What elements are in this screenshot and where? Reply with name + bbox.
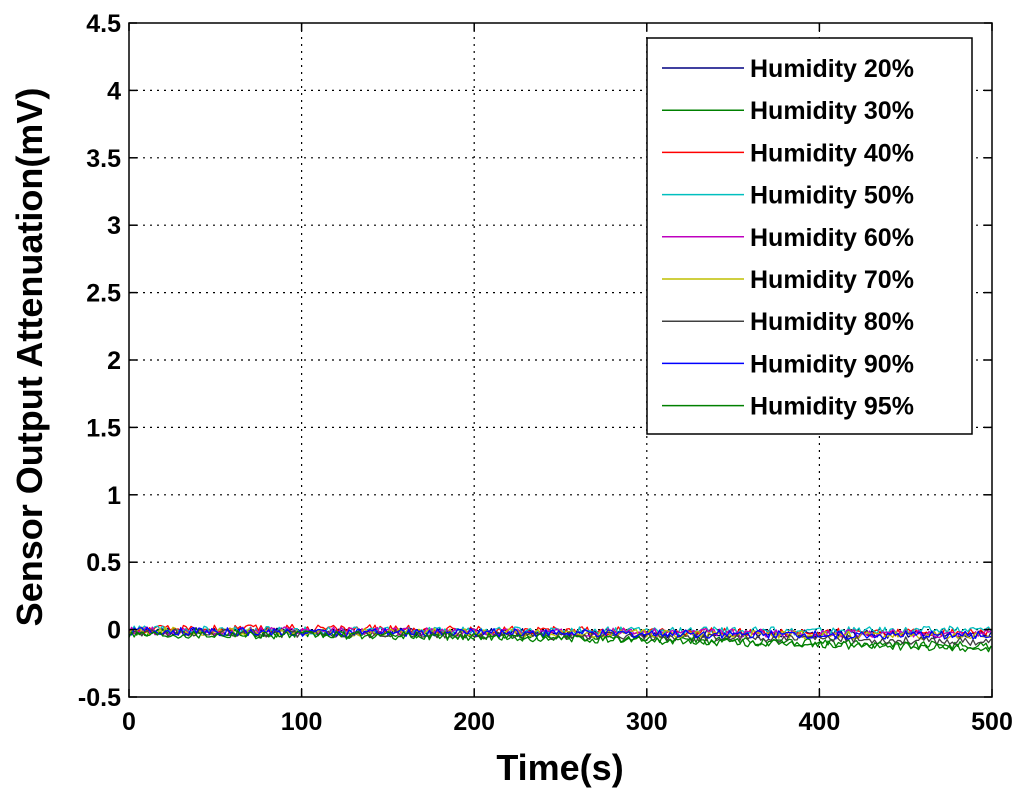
y-tick-label: 4.5 — [86, 10, 121, 38]
x-axis-title: Time(s) — [496, 747, 623, 788]
series-layer — [128, 623, 992, 653]
legend-label: Humidity 95% — [750, 393, 914, 421]
series-line — [128, 626, 992, 640]
y-tick-label: 4 — [107, 77, 121, 105]
tick-labels: 0 100 200 300 400 500-0.500.511.522.533.544.5 — [78, 10, 1013, 736]
y-axis-title: Sensor Output Attenuation(mV) — [9, 88, 50, 627]
y-tick-label: 3.5 — [86, 145, 121, 173]
legend-label: Humidity 80% — [750, 308, 914, 336]
legend-box — [646, 37, 973, 435]
x-tick-label: 100 — [281, 708, 323, 736]
x-tick-label: 500 — [971, 708, 1013, 736]
x-tick-label: 300 — [626, 708, 668, 736]
legend: Humidity 20% Humidity 30% Humidity 40% Humi… — [646, 37, 973, 435]
y-tick-label: 2 — [107, 347, 121, 375]
legend-label: Humidity 70% — [750, 266, 914, 294]
legend-label: Humidity 90% — [750, 350, 914, 378]
x-tick-label: 200 — [453, 708, 495, 736]
y-tick-label: 0.5 — [86, 549, 121, 577]
x-tick-label: 0 — [122, 708, 136, 736]
series-line — [128, 629, 992, 653]
legend-label: Humidity 30% — [750, 97, 914, 125]
x-tick-label: 400 — [799, 708, 841, 736]
y-tick-label: 0 — [107, 617, 121, 645]
legend-label: Humidity 60% — [750, 224, 914, 252]
y-tick-label: -0.5 — [78, 684, 121, 712]
y-tick-label: 1.5 — [86, 414, 121, 442]
series-line — [128, 626, 992, 639]
y-tick-label: 3 — [107, 212, 121, 240]
ticks — [128, 22, 993, 698]
y-tick-label: 2.5 — [86, 280, 121, 308]
legend-label: Humidity 40% — [750, 139, 914, 167]
legend-label: Humidity 50% — [750, 182, 914, 210]
y-tick-label: 1 — [107, 482, 121, 510]
legend-label: Humidity 20% — [750, 55, 914, 83]
